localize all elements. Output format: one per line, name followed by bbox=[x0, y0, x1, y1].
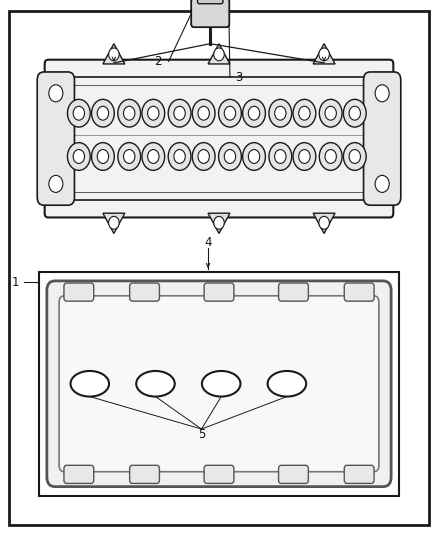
Circle shape bbox=[124, 150, 135, 164]
Circle shape bbox=[343, 99, 366, 127]
Circle shape bbox=[248, 150, 260, 164]
FancyBboxPatch shape bbox=[45, 60, 393, 217]
Circle shape bbox=[224, 150, 236, 164]
Circle shape bbox=[325, 106, 336, 120]
FancyBboxPatch shape bbox=[64, 465, 94, 483]
Circle shape bbox=[73, 150, 85, 164]
Polygon shape bbox=[103, 44, 125, 64]
Circle shape bbox=[243, 143, 265, 171]
Polygon shape bbox=[103, 213, 125, 233]
FancyBboxPatch shape bbox=[64, 283, 94, 301]
FancyBboxPatch shape bbox=[204, 283, 234, 301]
Circle shape bbox=[248, 106, 260, 120]
FancyBboxPatch shape bbox=[344, 465, 374, 483]
Circle shape bbox=[275, 106, 286, 120]
FancyBboxPatch shape bbox=[59, 296, 379, 472]
Circle shape bbox=[73, 106, 85, 120]
Ellipse shape bbox=[71, 371, 109, 397]
Polygon shape bbox=[208, 44, 230, 64]
Circle shape bbox=[269, 99, 292, 127]
Circle shape bbox=[192, 143, 215, 171]
Circle shape bbox=[92, 99, 114, 127]
FancyBboxPatch shape bbox=[198, 0, 223, 4]
Ellipse shape bbox=[202, 371, 240, 397]
Polygon shape bbox=[313, 44, 335, 64]
Circle shape bbox=[293, 99, 316, 127]
Circle shape bbox=[224, 106, 236, 120]
Circle shape bbox=[219, 143, 241, 171]
Circle shape bbox=[49, 175, 63, 192]
Circle shape bbox=[148, 150, 159, 164]
Circle shape bbox=[67, 143, 90, 171]
Circle shape bbox=[243, 99, 265, 127]
Circle shape bbox=[118, 143, 141, 171]
Circle shape bbox=[319, 48, 329, 61]
FancyBboxPatch shape bbox=[37, 72, 74, 205]
Text: 5: 5 bbox=[198, 428, 205, 441]
Ellipse shape bbox=[136, 371, 175, 397]
Circle shape bbox=[269, 143, 292, 171]
FancyBboxPatch shape bbox=[344, 283, 374, 301]
FancyBboxPatch shape bbox=[364, 72, 401, 205]
Text: 2: 2 bbox=[154, 55, 162, 68]
Circle shape bbox=[375, 175, 389, 192]
Circle shape bbox=[168, 99, 191, 127]
Circle shape bbox=[198, 106, 209, 120]
Circle shape bbox=[109, 48, 119, 61]
FancyBboxPatch shape bbox=[204, 465, 234, 483]
Circle shape bbox=[148, 106, 159, 120]
Circle shape bbox=[349, 150, 360, 164]
Text: 1: 1 bbox=[11, 276, 19, 289]
Circle shape bbox=[142, 99, 165, 127]
Circle shape bbox=[198, 150, 209, 164]
Circle shape bbox=[97, 150, 109, 164]
Polygon shape bbox=[208, 213, 230, 233]
Polygon shape bbox=[313, 213, 335, 233]
Circle shape bbox=[118, 99, 141, 127]
FancyBboxPatch shape bbox=[130, 465, 159, 483]
Text: 4: 4 bbox=[204, 236, 212, 249]
Circle shape bbox=[174, 150, 185, 164]
Circle shape bbox=[219, 99, 241, 127]
Circle shape bbox=[67, 99, 90, 127]
Circle shape bbox=[214, 48, 224, 61]
FancyBboxPatch shape bbox=[279, 465, 308, 483]
Circle shape bbox=[293, 143, 316, 171]
Circle shape bbox=[299, 106, 310, 120]
Circle shape bbox=[97, 106, 109, 120]
Circle shape bbox=[319, 143, 342, 171]
Circle shape bbox=[92, 143, 114, 171]
Circle shape bbox=[214, 216, 224, 229]
Circle shape bbox=[375, 85, 389, 102]
Circle shape bbox=[142, 143, 165, 171]
Circle shape bbox=[174, 106, 185, 120]
Circle shape bbox=[168, 143, 191, 171]
FancyBboxPatch shape bbox=[47, 281, 391, 487]
FancyBboxPatch shape bbox=[279, 283, 308, 301]
Circle shape bbox=[319, 99, 342, 127]
Text: 3: 3 bbox=[235, 71, 242, 84]
Circle shape bbox=[319, 216, 329, 229]
Ellipse shape bbox=[268, 371, 306, 397]
Circle shape bbox=[299, 150, 310, 164]
Circle shape bbox=[325, 150, 336, 164]
FancyBboxPatch shape bbox=[191, 0, 230, 27]
Circle shape bbox=[109, 216, 119, 229]
Circle shape bbox=[192, 99, 215, 127]
Circle shape bbox=[275, 150, 286, 164]
Circle shape bbox=[124, 106, 135, 120]
Bar bbox=[39, 272, 399, 496]
Circle shape bbox=[349, 106, 360, 120]
Circle shape bbox=[343, 143, 366, 171]
FancyBboxPatch shape bbox=[130, 283, 159, 301]
Circle shape bbox=[49, 85, 63, 102]
